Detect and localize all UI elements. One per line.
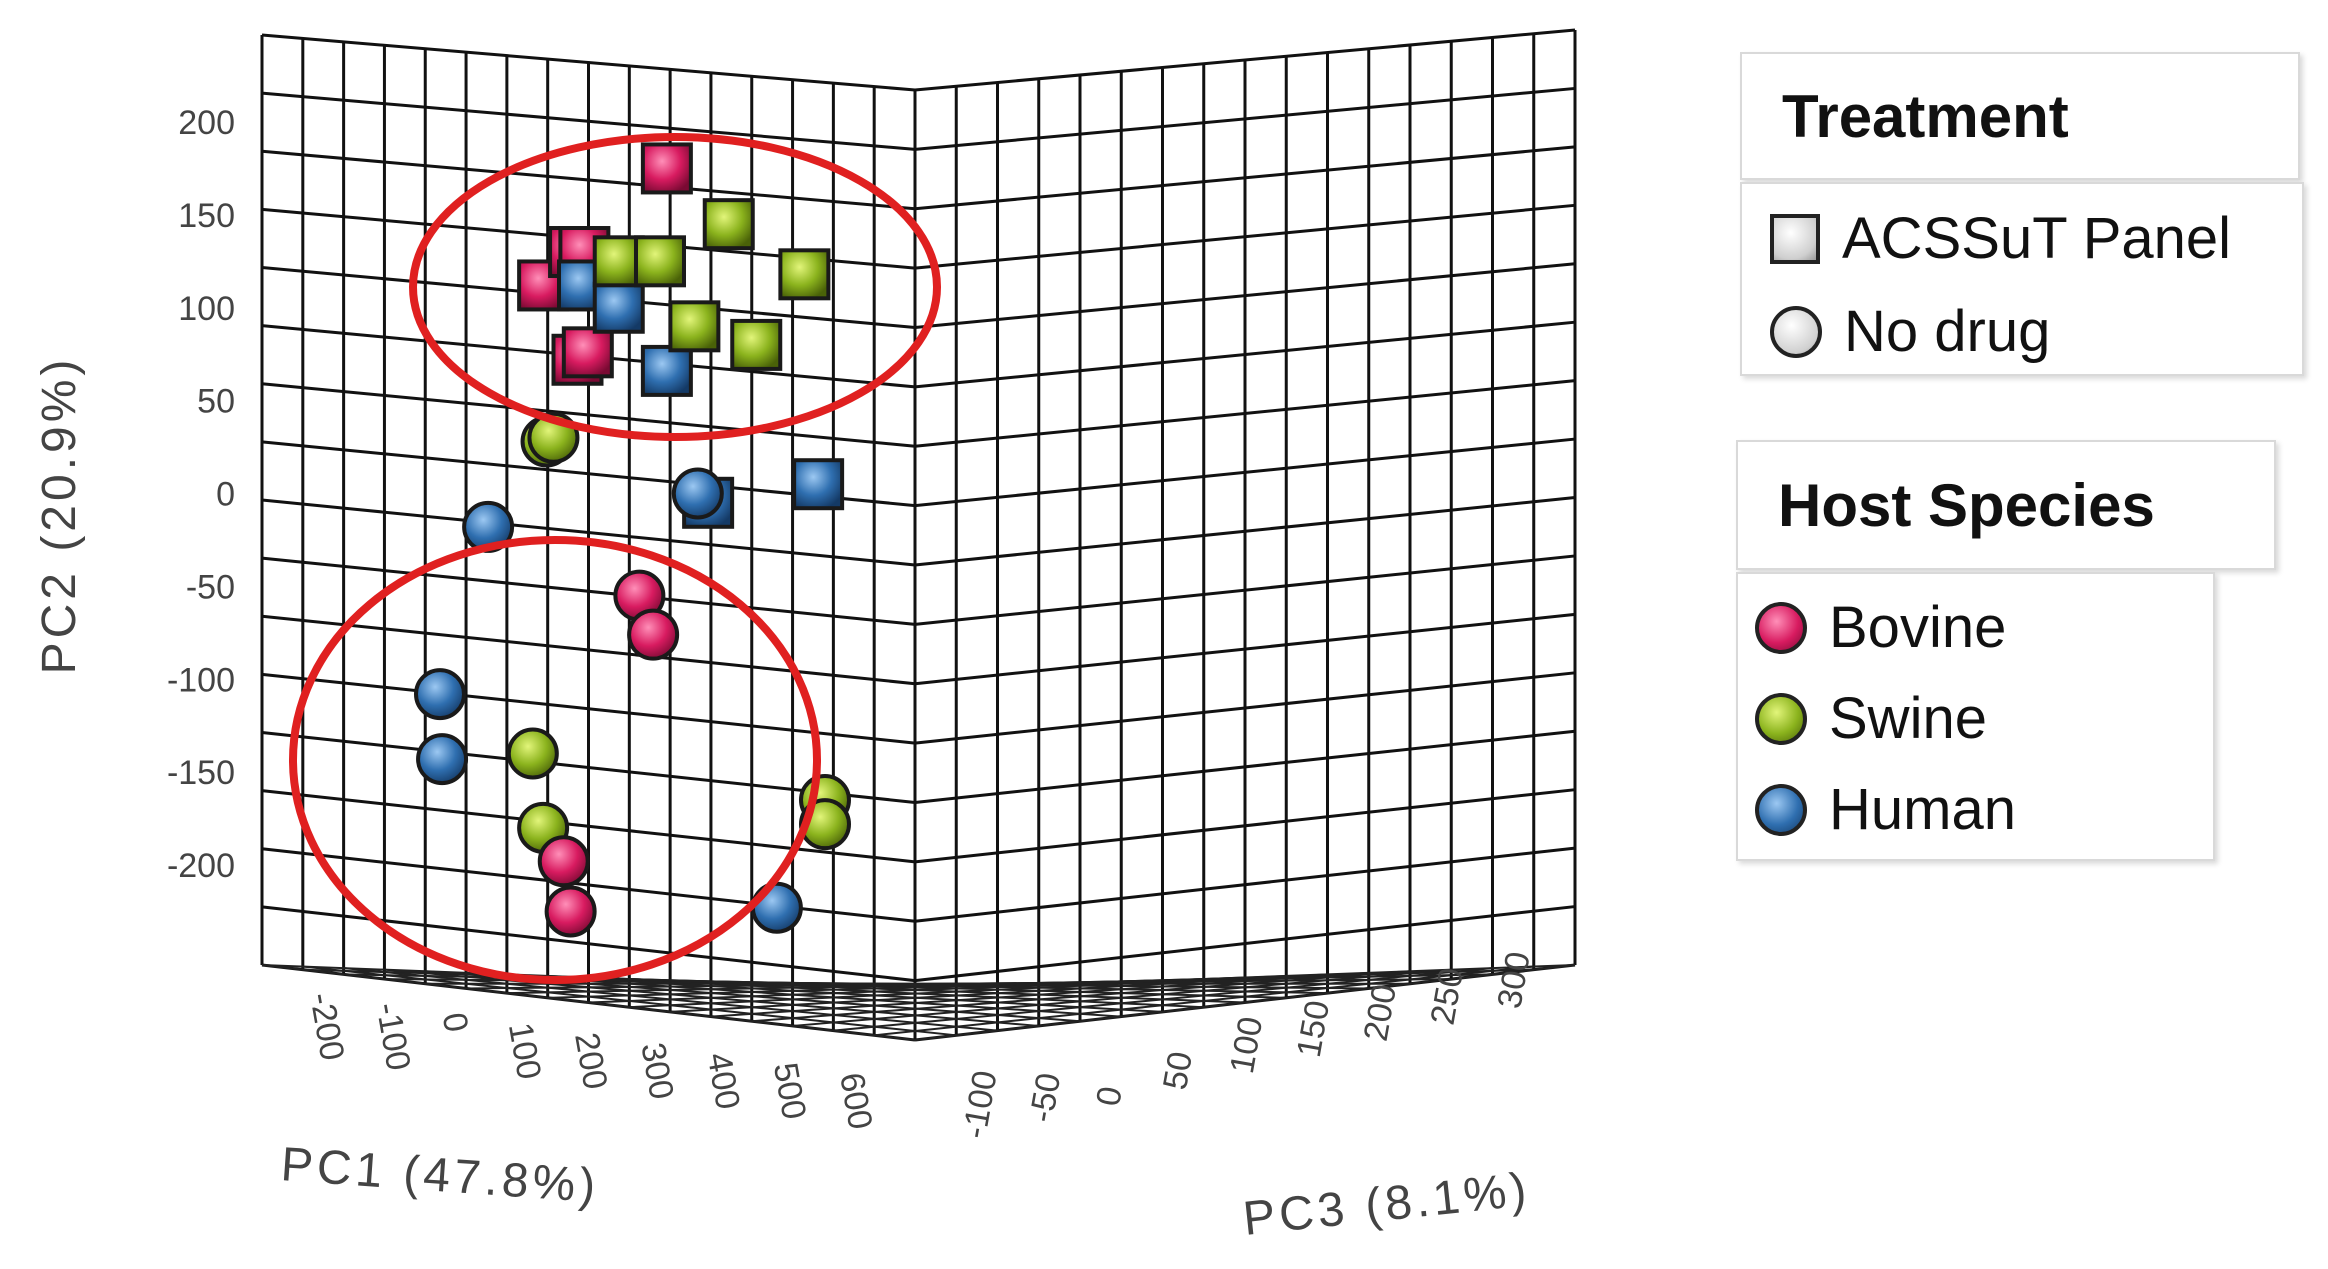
y-tick-label: 150 — [178, 197, 235, 235]
bovine-circle-point — [544, 885, 597, 938]
legend-item-swine: Swine — [1755, 685, 1987, 752]
legend-item-human: Human — [1755, 776, 2016, 843]
z-tick-label: 50 — [1156, 1049, 1200, 1093]
gridline — [261, 789, 916, 864]
y-tick-label: -100 — [167, 661, 235, 699]
human-circle-point — [750, 881, 803, 934]
human-square-point — [640, 344, 693, 397]
gridline — [914, 846, 1576, 923]
y-tick-label: -200 — [167, 847, 235, 885]
y-tick-label: 50 — [197, 383, 235, 421]
z-tick-label: -50 — [1022, 1070, 1068, 1125]
z-tick-label: 100 — [1223, 1014, 1270, 1076]
grid-layer — [260, 28, 1577, 1042]
legend-item-no-drug: No drug — [1770, 298, 2050, 365]
gridline — [914, 496, 1576, 567]
cluster-ellipse-upper — [409, 133, 941, 441]
gridline — [261, 556, 916, 626]
z-tick-label: -100 — [955, 1068, 1004, 1142]
species-legend-box — [1736, 572, 2215, 861]
bovine-circle-point — [537, 835, 590, 888]
legend-item-acssut-panel: ACSSuT Panel — [1770, 205, 2231, 272]
bovine-square-point — [561, 326, 614, 379]
human-marker-icon — [1755, 783, 1807, 836]
ellipse-layer — [289, 133, 941, 984]
x-axis-title: PC1 (47.8%) — [279, 1138, 601, 1213]
z-tick-label: 150 — [1290, 998, 1337, 1060]
swine-square-point — [730, 318, 783, 371]
floor-gridline — [914, 964, 1576, 991]
x-tick-label: 600 — [832, 1070, 879, 1132]
y-tick-label: -150 — [167, 754, 235, 792]
swine-square-point — [668, 300, 721, 353]
x-tick-label: -200 — [302, 990, 351, 1064]
gridline — [261, 498, 916, 567]
gridline — [261, 614, 916, 686]
swine-square-point — [634, 235, 686, 288]
treatment-legend-box — [1740, 182, 2304, 376]
x-tick-label: 400 — [700, 1050, 747, 1112]
gridline — [914, 729, 1576, 804]
y-tick-label: 100 — [178, 290, 235, 328]
human-square-point — [792, 458, 845, 511]
z-axis-title: PC3 (8.1%) — [1241, 1163, 1533, 1246]
gridline — [914, 612, 1576, 686]
bovine-marker-icon — [1755, 601, 1807, 654]
human-circle-point — [671, 467, 724, 520]
floor-gridline — [792, 968, 1452, 1027]
gridline — [261, 847, 916, 923]
swine-square-point — [778, 248, 831, 301]
floor-gridline — [914, 964, 1576, 1041]
x-tick-label: 300 — [633, 1040, 680, 1102]
y-tick-label: -50 — [186, 568, 235, 606]
swine-circle-point — [506, 727, 559, 780]
cluster-ellipse-lower — [289, 536, 821, 984]
y-axis-title: PC2 (20.9%) — [33, 356, 86, 675]
gridline — [914, 554, 1576, 626]
x-tick-label: 100 — [501, 1020, 548, 1082]
human-square-point — [592, 281, 645, 334]
treatment-legend-title: Treatment — [1740, 52, 2300, 180]
x-tick-label: 0 — [435, 1010, 476, 1035]
y-tick-label: 200 — [178, 104, 235, 142]
gridline — [914, 905, 1576, 983]
bovine-circle-point — [627, 608, 680, 661]
y-tick-label: 0 — [216, 476, 235, 514]
gridline — [261, 672, 916, 745]
z-tick-label: 200 — [1357, 981, 1404, 1043]
x-tick-label: -100 — [368, 1000, 417, 1074]
floor-gridline — [833, 967, 1493, 1032]
species-legend-title: Host Species — [1736, 440, 2276, 570]
human-circle-point — [416, 733, 469, 786]
swine-square-point — [702, 198, 755, 251]
legend-item-bovine: Bovine — [1755, 594, 2006, 661]
floor-gridline — [874, 965, 1534, 1037]
gridline — [914, 788, 1576, 864]
z-tick-label: 0 — [1089, 1084, 1130, 1109]
bovine-square-point — [640, 142, 693, 195]
point-layer — [414, 142, 851, 938]
circle-marker-icon — [1770, 305, 1822, 358]
swine-marker-icon — [1755, 692, 1807, 745]
gridline — [914, 671, 1576, 745]
square-marker-icon — [1770, 213, 1820, 264]
x-tick-label: 500 — [766, 1060, 813, 1122]
z-tick-label: 300 — [1490, 949, 1537, 1011]
human-circle-point — [414, 668, 466, 721]
x-tick-label: 200 — [567, 1030, 614, 1092]
